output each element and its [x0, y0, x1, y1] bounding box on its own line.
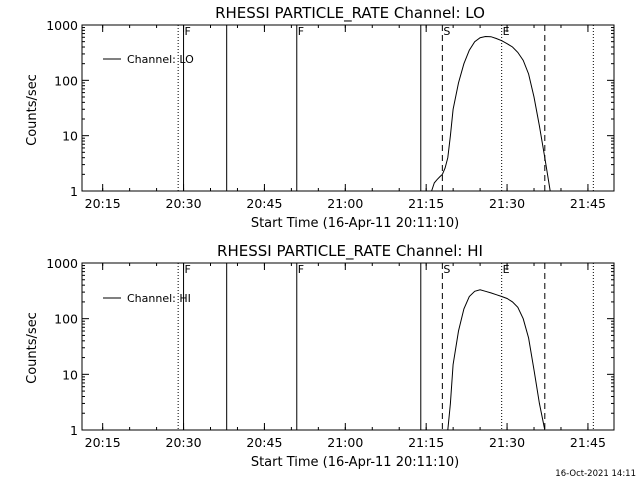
- marker-label: F: [298, 25, 304, 38]
- x-tick-label: 20:45: [246, 435, 282, 450]
- y-tick-label: 1: [70, 184, 78, 199]
- x-tick-label: 20:30: [166, 196, 202, 211]
- x-tick-label: 21:30: [489, 435, 525, 450]
- chart-panel-hi: RHESSI PARTICLE_RATE Channel: HI Start T…: [25, 242, 615, 470]
- x-tick-label: 20:15: [85, 435, 121, 450]
- marker-label: S: [443, 263, 450, 276]
- y-tick-label: 100: [54, 312, 78, 327]
- plot-frame: [81, 24, 615, 192]
- marker-label: F: [185, 263, 191, 276]
- x-axis-label: Start Time (16-Apr-11 20:11:10): [251, 455, 459, 470]
- x-tick-label: 20:45: [246, 196, 282, 211]
- y-tick-label: 1: [70, 423, 78, 438]
- chart-panel-lo: RHESSI PARTICLE_RATE Channel: LO Start T…: [25, 4, 615, 231]
- x-tick-label: 21:45: [570, 435, 606, 450]
- y-tick-label: 1000: [46, 18, 78, 33]
- x-tick-label: 20:30: [166, 435, 202, 450]
- marker-label: F: [185, 25, 191, 38]
- x-tick-label: 21:00: [327, 435, 363, 450]
- x-tick-label: 21:45: [570, 196, 606, 211]
- x-tick-label: 21:30: [489, 196, 525, 211]
- x-tick-label: 20:15: [85, 196, 121, 211]
- legend-entry: Channel: HI: [127, 292, 191, 305]
- marker-label: E: [503, 25, 510, 38]
- x-tick-label: 21:00: [327, 196, 363, 211]
- y-tick-label: 100: [54, 73, 78, 88]
- series-line: [431, 35, 551, 192]
- y-axis-label: Counts/sec: [25, 74, 40, 146]
- marker-label: F: [298, 263, 304, 276]
- y-tick-label: 10: [62, 367, 78, 382]
- series-line: [447, 289, 546, 431]
- x-tick-label: 21:15: [408, 435, 444, 450]
- y-tick-label: 1000: [46, 256, 78, 271]
- legend-entry: Channel: LO: [127, 53, 194, 66]
- y-axis-label: Counts/sec: [25, 312, 40, 384]
- plot-frame: [81, 262, 615, 431]
- x-tick-label: 21:15: [408, 196, 444, 211]
- chart-title: RHESSI PARTICLE_RATE Channel: LO: [215, 4, 485, 23]
- marker-label: E: [503, 263, 510, 276]
- marker-label: S: [443, 25, 450, 38]
- x-axis-label: Start Time (16-Apr-11 20:11:10): [251, 216, 459, 231]
- y-tick-label: 10: [62, 129, 78, 144]
- timestamp: 16-Oct-2021 14:11: [555, 469, 636, 479]
- chart-title: RHESSI PARTICLE_RATE Channel: HI: [217, 242, 483, 261]
